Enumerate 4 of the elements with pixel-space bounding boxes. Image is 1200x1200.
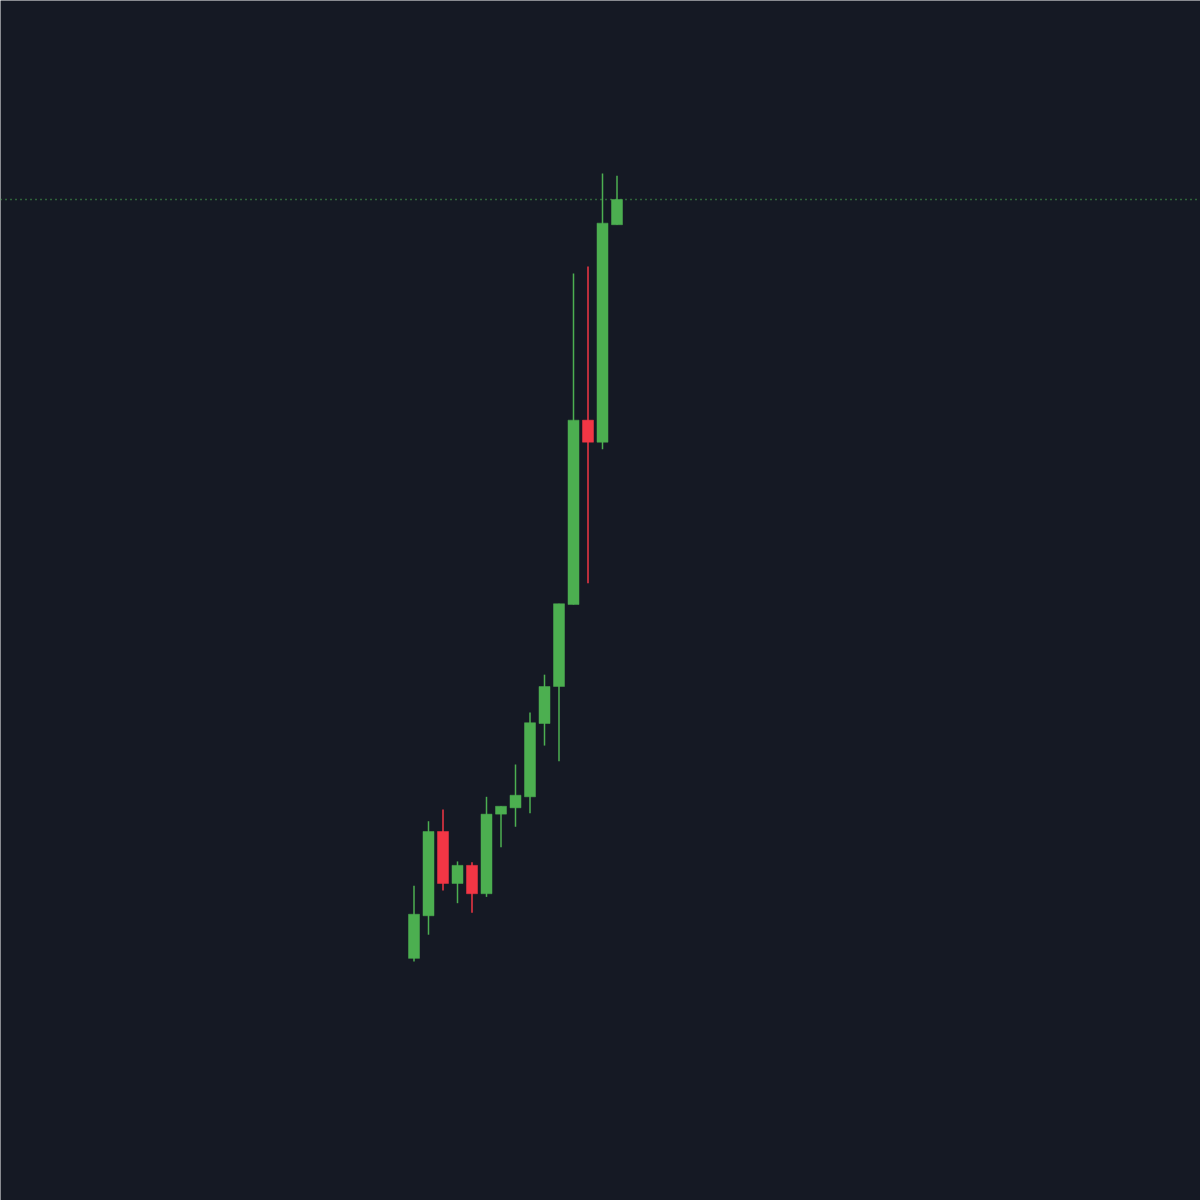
candlestick <box>509 763 522 828</box>
candlestick <box>495 805 507 848</box>
candlestick <box>451 860 464 904</box>
candlestick <box>582 265 594 585</box>
